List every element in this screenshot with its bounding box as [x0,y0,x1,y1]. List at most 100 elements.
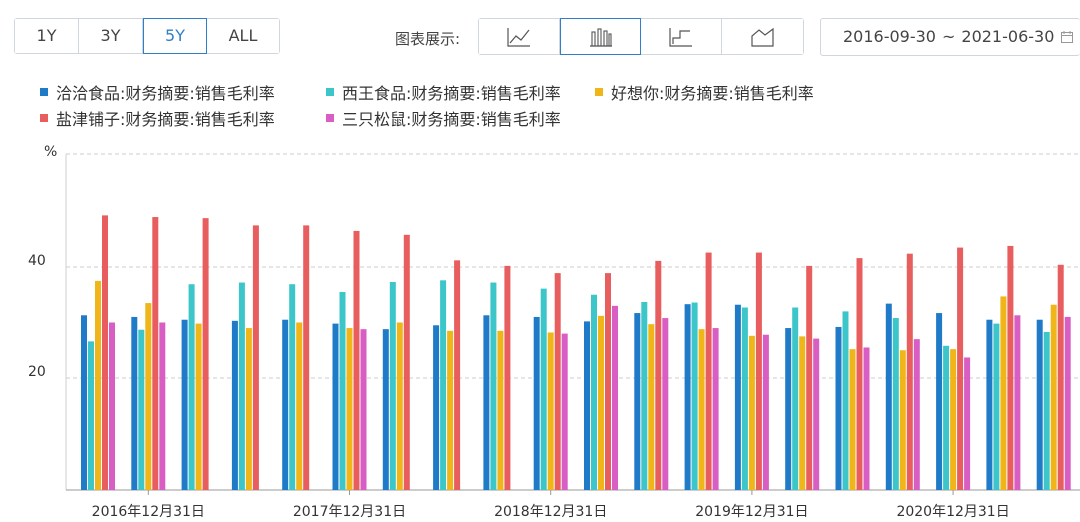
bar [360,329,367,490]
bar [584,321,590,490]
bar [799,336,806,490]
step-chart-button[interactable] [641,19,722,54]
bar [849,349,856,490]
bar [698,329,705,490]
bar [712,328,719,490]
bar [634,313,641,490]
x-tick-label: 2019年12月31日 [695,504,808,520]
bar [396,322,403,490]
bar [145,303,152,490]
bar [612,305,618,490]
bar [863,347,870,490]
bar [181,319,188,490]
bar [547,332,554,490]
y-tick-label: 20 [28,364,46,380]
bar [561,333,568,490]
line-chart-button[interactable] [479,19,560,54]
date-end: 2021-06-30 [961,27,1055,46]
bar-chart: 20 40% 2016年12月31日 2017年12月31日 2018年12月31日 20… [28,144,1080,520]
bar [842,311,849,490]
legend-swatch [595,88,603,96]
bar [734,304,741,490]
range-1y-button[interactable]: 1Y [15,19,79,53]
bar [856,258,863,490]
legend-label: 好想你:财务摘要:销售毛利率 [611,84,814,103]
bar [885,303,892,490]
x-tick-label: 2018年12月31日 [494,504,607,520]
bar [454,260,461,490]
bar [152,217,159,491]
legend-label: 西王食品:财务摘要:销售毛利率 [342,84,561,103]
bar [131,316,138,490]
bar [403,234,410,490]
calendar-icon [1061,31,1074,43]
bar [289,284,296,490]
bar [447,330,454,490]
bar [1064,316,1071,490]
bar [490,282,497,490]
legend-label: 三只松鼠:财务摘要:销售毛利率 [342,110,561,129]
bar [892,318,899,490]
bar [1050,304,1057,490]
bar [353,230,360,491]
bar [102,215,108,490]
bar [806,265,813,490]
legend-item-sanzhisongshu[interactable]: 三只松鼠:财务摘要:销售毛利率 [326,106,561,130]
bar [245,328,252,490]
legend-swatch [326,88,334,96]
bar [252,225,259,490]
bar [913,339,920,490]
bar [835,326,842,490]
bar [238,282,245,490]
legend-swatch [40,88,48,96]
range-3y-button[interactable]: 3Y [79,19,143,53]
chart-legend: 洽洽食品:财务摘要:销售毛利率 西王食品:财务摘要:销售毛利率 好想你:财务摘要… [40,78,1040,130]
legend-item-xiwang[interactable]: 西王食品:财务摘要:销售毛利率 [326,80,561,104]
bar [906,253,913,490]
area-chart-button[interactable] [722,19,803,54]
chart-type-label: 图表展示: [395,30,461,48]
bar [762,334,769,490]
bar [1043,331,1050,490]
bar [943,345,950,490]
bar [382,329,389,490]
bar [533,316,540,490]
legend-item-yanjin[interactable]: 盐津铺子:财务摘要:销售毛利率 [40,106,275,130]
y-tick-label: 40 [28,253,46,269]
bar [1014,315,1021,490]
bar [109,322,115,490]
bar [504,265,511,490]
area-chart-icon [750,27,774,47]
bar [755,252,762,490]
step-chart-icon [669,27,692,47]
bar [741,307,748,490]
bar [591,294,597,490]
date-separator: ~ [941,27,956,46]
bar [899,350,906,490]
bar [641,301,648,490]
bar [748,335,755,490]
bar [785,328,792,490]
bar [648,324,655,490]
bar [957,247,964,490]
bar [282,319,289,490]
bar [389,281,396,490]
bar [202,218,209,490]
bar [81,315,87,490]
bar-chart-button[interactable] [560,18,641,55]
bar [433,325,440,490]
range-selector: 1Y 3Y 5Y ALL [14,18,280,54]
bar [440,280,447,490]
bar [339,291,346,490]
legend-item-haoxiangni[interactable]: 好想你:财务摘要:销售毛利率 [595,80,814,104]
chart-type-selector [478,18,804,55]
date-range-picker[interactable]: 2016-09-30 ~2021-06-30 [820,18,1080,56]
bar [684,304,691,490]
legend-item-qiaqia[interactable]: 洽洽食品:财务摘要:销售毛利率 [40,80,275,104]
range-all-button[interactable]: ALL [207,19,279,53]
bar [598,315,604,490]
bar [605,273,611,490]
range-5y-button[interactable]: 5Y [143,18,207,54]
bar [705,252,712,490]
bar [188,284,195,490]
